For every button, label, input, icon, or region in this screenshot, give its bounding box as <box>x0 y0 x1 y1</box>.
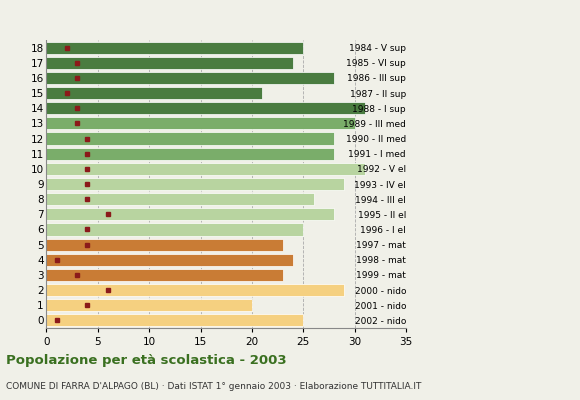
Bar <box>46 132 334 144</box>
Bar <box>46 57 293 69</box>
Bar <box>46 163 365 175</box>
Legend: Sec. II grado, Sec. I grado, Scuola Primaria, Scuola dell'Infanzia, Asilo Nido, : Sec. II grado, Sec. I grado, Scuola Prim… <box>42 5 538 22</box>
Text: Età: Età <box>23 30 43 40</box>
Bar <box>46 208 334 220</box>
Bar <box>46 72 334 84</box>
Bar <box>46 178 345 190</box>
Bar <box>46 148 334 160</box>
Bar <box>46 314 303 326</box>
Bar <box>46 224 303 236</box>
Bar <box>46 238 282 251</box>
Bar <box>46 87 262 99</box>
Bar <box>46 284 345 296</box>
Bar <box>46 269 282 281</box>
Bar <box>46 42 303 54</box>
Text: Popolazione per età scolastica - 2003: Popolazione per età scolastica - 2003 <box>6 354 287 367</box>
Bar <box>46 254 293 266</box>
Bar <box>46 299 252 311</box>
Bar <box>46 102 365 114</box>
Text: COMUNE DI FARRA D'ALPAGO (BL) · Dati ISTAT 1° gennaio 2003 · Elaborazione TUTTIT: COMUNE DI FARRA D'ALPAGO (BL) · Dati IST… <box>6 382 421 391</box>
Text: Anno di nascita: Anno di nascita <box>409 30 505 40</box>
Bar <box>46 117 354 130</box>
Bar <box>46 193 314 205</box>
